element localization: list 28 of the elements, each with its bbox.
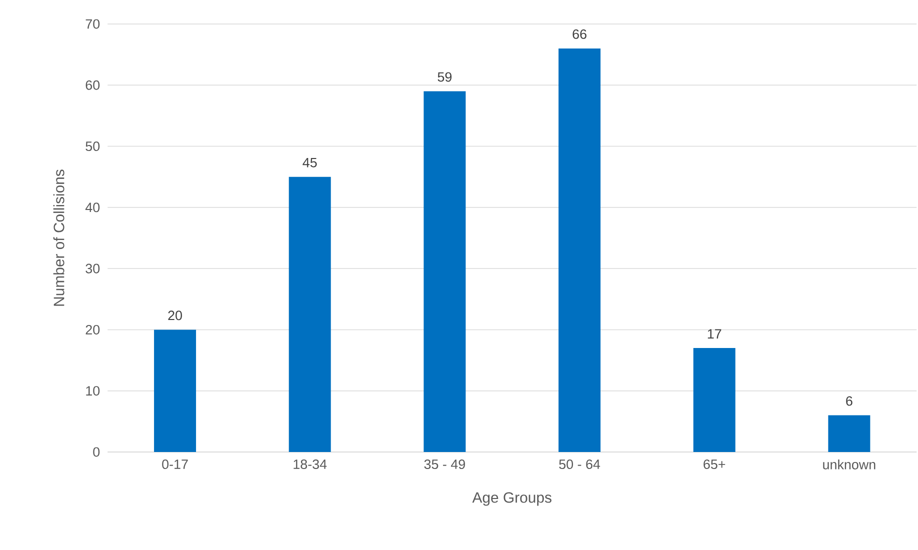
bar: [558, 48, 601, 452]
y-axis-title: Number of Collisions: [53, 170, 64, 306]
x-tick-label: 0-17: [162, 460, 188, 470]
bar: [288, 176, 331, 452]
data-label: 6: [846, 396, 852, 406]
x-tick-label: 50 - 64: [559, 460, 600, 470]
bar: [828, 415, 870, 452]
y-tick-label: 40: [85, 202, 100, 212]
data-label: 17: [708, 329, 722, 339]
y-tick-label: 70: [86, 19, 100, 29]
data-label: 59: [438, 72, 452, 82]
y-tick-label: 60: [86, 80, 100, 90]
bar: [693, 348, 736, 452]
bar: [154, 330, 196, 452]
data-label: 20: [168, 310, 182, 320]
y-tick-label: 10: [86, 386, 100, 396]
y-tick-label: 30: [86, 264, 100, 274]
data-label: 66: [572, 29, 586, 39]
x-tick-label: 35 - 49: [424, 460, 465, 470]
x-axis-title: Age Groups: [472, 492, 552, 506]
x-tick-label: unknown: [823, 460, 876, 470]
x-tick-label: 18-34: [294, 460, 327, 470]
y-tick-label: 20: [86, 324, 100, 334]
y-tick-label: 50: [86, 142, 100, 152]
y-tick-label: 0: [93, 447, 100, 457]
bar: [424, 91, 466, 452]
x-tick-label: 65+: [704, 460, 726, 470]
data-label: 45: [302, 158, 317, 168]
